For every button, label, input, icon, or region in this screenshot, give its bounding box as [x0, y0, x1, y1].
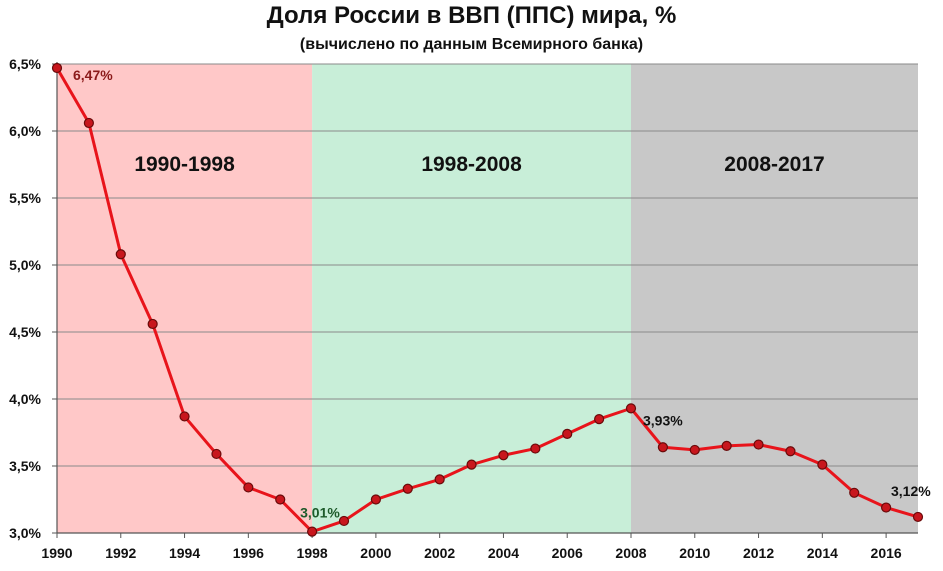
data-point — [466, 459, 477, 470]
data-point — [370, 494, 381, 505]
x-tick-label: 2010 — [679, 545, 710, 561]
x-tick-label: 2004 — [488, 545, 519, 561]
data-point — [912, 511, 924, 523]
period-band — [57, 64, 313, 533]
period-band — [312, 64, 631, 533]
data-label: 3,12% — [891, 483, 931, 499]
x-tick-label: 1992 — [105, 545, 136, 561]
y-tick-label: 3,0% — [9, 525, 41, 541]
x-tick-label: 2016 — [871, 545, 902, 561]
y-tick-label: 6,5% — [9, 56, 41, 72]
data-point — [179, 411, 190, 422]
data-point — [562, 428, 573, 439]
x-tick-label: 1994 — [169, 545, 200, 561]
y-tick-label: 4,5% — [9, 324, 41, 340]
x-tick-label: 1990 — [41, 545, 72, 561]
data-point — [721, 440, 732, 451]
period-band — [631, 64, 918, 533]
data-label: 3,93% — [643, 412, 683, 428]
data-point — [402, 483, 413, 494]
data-point — [530, 443, 541, 454]
period-band-label: 1990-1998 — [134, 153, 235, 176]
x-tick-label: 2014 — [807, 545, 838, 561]
data-point — [625, 403, 637, 414]
data-point — [434, 474, 445, 485]
data-point — [83, 117, 94, 129]
data-point — [817, 459, 828, 470]
x-tick-label: 2006 — [552, 545, 583, 561]
data-point — [498, 450, 509, 461]
data-point — [849, 487, 860, 498]
period-band-label: 2008-2017 — [724, 153, 824, 176]
data-point — [689, 444, 700, 456]
period-band-label: 1998-2008 — [421, 153, 522, 176]
data-point — [115, 249, 126, 260]
y-tick-label: 6,0% — [9, 123, 41, 139]
x-tick-label: 2002 — [424, 545, 455, 561]
data-label: 6,47% — [73, 67, 113, 83]
x-tick-label: 1996 — [233, 545, 264, 561]
y-tick-label: 5,0% — [9, 257, 41, 273]
data-point — [211, 448, 222, 460]
chart-subtitle: (вычислено по данным Всемирного банка) — [299, 36, 644, 53]
y-tick-label: 5,5% — [9, 190, 41, 206]
data-point — [338, 515, 350, 527]
data-point — [881, 502, 892, 513]
data-point — [147, 318, 158, 330]
x-tick-label: 2012 — [743, 545, 774, 561]
series-line — [55, 67, 919, 534]
x-tick-label: 2008 — [615, 545, 646, 561]
data-point — [51, 62, 63, 74]
y-tick-label: 4,0% — [9, 391, 41, 407]
data-point — [785, 446, 796, 457]
data-point — [243, 482, 254, 493]
data-point — [753, 439, 764, 450]
data-point — [307, 526, 318, 537]
x-tick-label: 2000 — [360, 545, 391, 561]
y-tick-label: 3,5% — [9, 458, 41, 474]
data-point — [594, 414, 605, 425]
data-point — [275, 494, 286, 505]
data-point — [657, 442, 668, 453]
x-tick-label: 1998 — [297, 545, 328, 561]
data-label: 3,01% — [300, 505, 340, 521]
chart-title: Доля России в ВВП (ППС) мира, % — [266, 2, 677, 29]
